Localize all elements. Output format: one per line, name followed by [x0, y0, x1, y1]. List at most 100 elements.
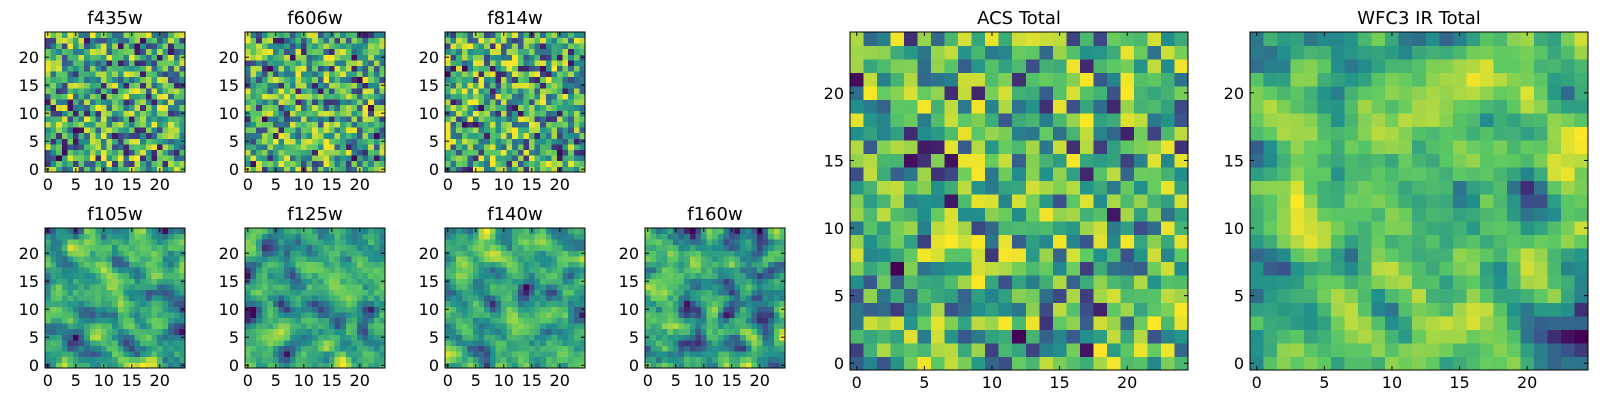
heatmap-cell: [684, 278, 691, 285]
heatmap-cell: [467, 82, 474, 89]
heatmap-cell: [523, 228, 530, 234]
heatmap-cell: [129, 138, 135, 145]
heatmap-cell: [256, 317, 263, 324]
heatmap-cell: [495, 166, 502, 173]
heatmap-cell: [340, 284, 347, 290]
heatmap-cell: [445, 284, 451, 290]
heatmap-cell: [245, 351, 251, 358]
heatmap-cell: [944, 153, 959, 168]
heatmap-cell: [1160, 261, 1175, 276]
heatmap-cell: [301, 93, 307, 100]
heatmap-cell: [278, 138, 285, 145]
heatmap-cell: [101, 289, 107, 296]
heatmap-cell: [985, 194, 1000, 209]
heatmap-cell: [134, 345, 141, 352]
heatmap-cell: [173, 99, 180, 106]
heatmap-cell: [1093, 302, 1108, 317]
heatmap-cell: [340, 317, 347, 324]
heatmap-cell: [557, 82, 563, 89]
heatmap-cell: [357, 132, 363, 139]
heatmap-cell: [267, 295, 274, 302]
heatmap-cell: [334, 104, 341, 111]
heatmap-cell: [261, 340, 268, 346]
heatmap-cell: [67, 65, 74, 72]
heatmap-cell: [162, 340, 169, 346]
heatmap-cell: [904, 153, 918, 168]
heatmap-cell: [445, 155, 451, 162]
heatmap-cell: [301, 340, 307, 346]
heatmap-cell: [523, 295, 530, 302]
heatmap-cell: [489, 110, 496, 117]
heatmap-cell: [368, 244, 375, 251]
heatmap-cell: [112, 76, 119, 83]
heatmap-cell: [84, 272, 91, 279]
heatmap-cell: [256, 110, 263, 117]
heatmap-cell: [261, 54, 268, 61]
heatmap-cell: [284, 300, 291, 307]
heatmap-cell: [706, 228, 713, 234]
heatmap-cell: [323, 54, 330, 61]
heatmap-cell: [701, 340, 707, 346]
heatmap-cell: [340, 323, 347, 330]
heatmap-cell: [695, 300, 702, 307]
heatmap-cell: [168, 99, 175, 106]
heatmap-cell: [379, 228, 386, 234]
heatmap-cell: [529, 144, 535, 150]
heatmap-cell: [467, 317, 474, 324]
heatmap-cell: [123, 127, 130, 134]
heatmap-cell: [345, 76, 352, 83]
heatmap-cell: [863, 261, 878, 276]
heatmap-cell: [512, 284, 519, 290]
heatmap-cell: [484, 267, 491, 274]
heatmap-cell: [656, 228, 663, 234]
heatmap-cell: [661, 351, 668, 358]
heatmap-cell: [456, 328, 463, 335]
heatmap-cell: [84, 99, 91, 106]
heatmap-cell: [863, 180, 878, 195]
heatmap-cell: [151, 48, 158, 55]
heatmap-cell: [151, 261, 158, 268]
heatmap-cell: [329, 284, 335, 290]
heatmap-cell: [73, 93, 79, 100]
heatmap-cell: [562, 250, 569, 257]
heatmap-cell: [67, 88, 74, 94]
heatmap-cell: [273, 312, 279, 318]
heatmap-cell: [579, 121, 586, 128]
heatmap-cell: [129, 356, 135, 363]
heatmap-cell: [129, 267, 135, 274]
heatmap-cell: [379, 71, 386, 78]
heatmap-cell: [123, 250, 130, 257]
heatmap-cell: [673, 284, 679, 290]
heatmap-cell: [489, 328, 496, 335]
heatmap-cell: [517, 323, 524, 330]
heatmap-cell: [89, 32, 96, 38]
heatmap-cell: [106, 295, 113, 302]
heatmap-cell: [478, 104, 485, 111]
heatmap-cell: [340, 160, 347, 167]
heatmap-cell: [534, 233, 541, 240]
heatmap-cell: [351, 88, 358, 94]
heatmap-cell: [689, 267, 696, 274]
heatmap-cell: [95, 228, 102, 234]
heatmap-cell: [284, 138, 291, 145]
heatmap-cell: [904, 248, 918, 263]
heatmap-cell: [445, 65, 451, 72]
heatmap-cell: [306, 345, 313, 352]
heatmap-cell: [1120, 194, 1135, 209]
heatmap-cell: [278, 239, 285, 246]
heatmap-cell: [45, 312, 51, 318]
heatmap-cell: [267, 121, 274, 128]
heatmap-cell: [717, 244, 724, 251]
heatmap-cell: [329, 110, 335, 117]
heatmap-cell: [145, 110, 152, 117]
heatmap-cell: [295, 244, 302, 251]
heatmap-cell: [650, 328, 657, 335]
heatmap-cell: [317, 48, 324, 55]
heatmap-cell: [267, 65, 274, 72]
heatmap-cell: [461, 60, 468, 66]
x-tick-label: 5: [71, 175, 81, 194]
heatmap-cell: [373, 132, 380, 139]
heatmap-cell: [573, 76, 580, 83]
heatmap-cell: [368, 289, 375, 296]
heatmap-cell: [95, 76, 102, 83]
